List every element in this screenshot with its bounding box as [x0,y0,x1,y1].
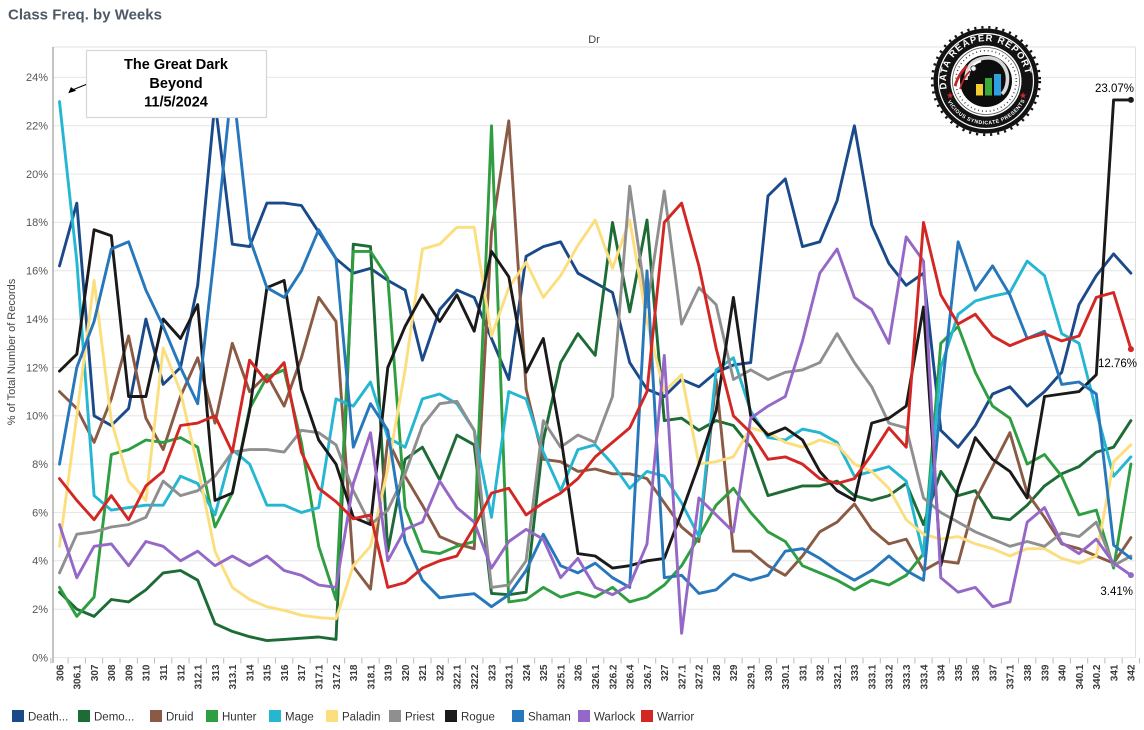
svg-text:12.76%: 12.76% [1098,358,1137,370]
svg-text:4%: 4% [32,556,48,568]
svg-text:Hunter: Hunter [222,712,257,724]
svg-text:14%: 14% [26,314,48,326]
svg-text:329: 329 [729,664,740,681]
svg-text:306: 306 [55,664,66,681]
svg-text:12%: 12% [26,362,48,374]
svg-text:333: 333 [850,664,861,681]
svg-text:311: 311 [159,664,170,681]
svg-text:325: 325 [539,664,550,681]
svg-text:327: 327 [660,664,671,681]
svg-text:341: 341 [1109,664,1120,681]
svg-text:322: 322 [436,664,447,681]
svg-text:Rogue: Rogue [461,712,495,724]
svg-text:Warlock: Warlock [594,712,635,724]
svg-text:315: 315 [263,664,274,681]
svg-text:The Great Dark: The Great Dark [124,57,229,73]
svg-text:Dr: Dr [588,34,600,46]
svg-text:321: 321 [418,664,429,681]
svg-text:Priest: Priest [405,712,435,724]
svg-text:3.41%: 3.41% [1100,586,1133,598]
svg-text:322.1: 322.1 [453,664,464,689]
svg-text:333.4: 333.4 [919,664,930,689]
svg-text:10%: 10% [26,411,48,423]
svg-text:324: 324 [522,664,533,681]
svg-text:22%: 22% [26,121,48,133]
svg-text:323.1: 323.1 [505,664,516,689]
svg-text:Shaman: Shaman [528,712,571,724]
svg-text:314: 314 [245,664,256,681]
svg-text:339: 339 [1040,664,1051,681]
svg-text:11/5/2024: 11/5/2024 [144,95,208,111]
svg-text:309: 309 [124,664,135,681]
svg-text:333.2: 333.2 [885,664,896,689]
svg-text:2%: 2% [32,604,48,616]
svg-text:8%: 8% [32,459,48,471]
svg-text:333.1: 333.1 [868,664,879,689]
svg-text:Class Freq. by Weeks: Class Freq. by Weeks [8,7,162,24]
svg-text:306.1: 306.1 [73,664,84,689]
svg-text:330.1: 330.1 [781,664,792,689]
svg-text:334: 334 [937,664,948,681]
svg-text:20%: 20% [26,169,48,181]
svg-text:331: 331 [798,664,809,681]
svg-text:322.2: 322.2 [470,664,481,689]
svg-text:338: 338 [1023,664,1034,681]
svg-text:340.1: 340.1 [1075,664,1086,689]
svg-text:16%: 16% [26,266,48,278]
svg-text:% of Total Number of Records: % of Total Number of Records [6,278,18,425]
svg-text:317.1: 317.1 [315,664,326,689]
svg-text:Mage: Mage [285,712,314,724]
svg-text:318: 318 [349,664,360,681]
svg-text:323: 323 [487,664,498,681]
svg-text:326.7: 326.7 [643,664,654,689]
svg-text:308: 308 [107,664,118,681]
svg-text:330: 330 [764,664,775,681]
svg-text:Beyond: Beyond [149,76,202,92]
svg-text:Paladin: Paladin [342,712,380,724]
svg-text:Warrior: Warrior [657,712,694,724]
svg-text:23.07%: 23.07% [1095,83,1134,95]
svg-text:333.3: 333.3 [902,664,913,689]
svg-text:317: 317 [297,664,308,681]
svg-text:318.1: 318.1 [366,664,377,689]
svg-text:327.1: 327.1 [677,664,688,689]
svg-text:Death...: Death... [28,712,68,724]
svg-text:★: ★ [1019,91,1027,101]
svg-text:337: 337 [988,664,999,681]
svg-text:332.1: 332.1 [833,664,844,689]
svg-text:340.2: 340.2 [1092,664,1103,689]
svg-text:Druid: Druid [166,712,193,724]
svg-text:326: 326 [574,664,585,681]
svg-text:332: 332 [816,664,827,681]
svg-text:337.1: 337.1 [1006,664,1017,689]
svg-text:24%: 24% [26,72,48,84]
svg-text:313.1: 313.1 [228,664,239,689]
svg-text:6%: 6% [32,507,48,519]
svg-text:319: 319 [384,664,395,681]
svg-text:Demo...: Demo... [94,712,134,724]
svg-text:18%: 18% [26,217,48,229]
svg-text:★: ★ [946,91,954,101]
svg-text:310: 310 [142,664,153,681]
svg-text:312: 312 [176,664,187,681]
svg-text:328: 328 [712,664,723,681]
svg-text:0%: 0% [32,652,48,664]
svg-text:336: 336 [971,664,982,681]
svg-text:312.1: 312.1 [194,664,205,689]
svg-text:342: 342 [1127,664,1138,681]
svg-text:335: 335 [954,664,965,681]
svg-text:326.4: 326.4 [626,664,637,689]
svg-text:307: 307 [90,664,101,681]
svg-text:340: 340 [1058,664,1069,681]
svg-text:329.1: 329.1 [747,664,758,689]
svg-text:316: 316 [280,664,291,681]
svg-text:317.2: 317.2 [332,664,343,689]
svg-text:320: 320 [401,664,412,681]
svg-text:325.1: 325.1 [556,664,567,689]
svg-text:326.2: 326.2 [608,664,619,689]
svg-text:313: 313 [211,664,222,681]
svg-text:327.2: 327.2 [695,664,706,689]
svg-text:326.1: 326.1 [591,664,602,689]
